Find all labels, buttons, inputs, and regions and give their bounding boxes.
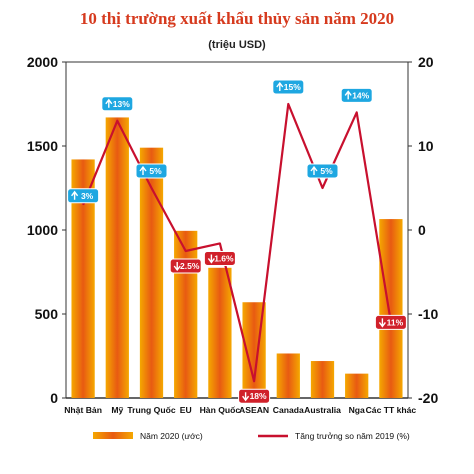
arrow-up-icon xyxy=(276,81,284,91)
growth-badge: 5% xyxy=(306,163,339,179)
category-label: Mỹ xyxy=(111,405,123,415)
arrow-down-icon xyxy=(242,392,250,402)
left-tick-label: 500 xyxy=(35,306,59,322)
bar xyxy=(105,117,129,398)
bar xyxy=(174,230,198,398)
left-tick-label: 1000 xyxy=(27,222,58,238)
badge-label: 5% xyxy=(149,166,162,176)
category-label: ASEAN xyxy=(239,405,269,415)
arrow-down-icon xyxy=(207,254,215,264)
legend-line-label: Tăng trưởng so năm 2019 (%) xyxy=(295,431,410,441)
arrow-up-icon xyxy=(344,90,352,100)
badge-label: 3% xyxy=(81,191,94,201)
category-label: Các TT khác xyxy=(366,405,417,415)
growth-badge: 1.6% xyxy=(203,250,236,266)
growth-badge: 15% xyxy=(272,79,305,95)
right-tick-label: -20 xyxy=(418,390,438,406)
badge-label: 5% xyxy=(320,166,333,176)
growth-badge: 14% xyxy=(340,87,373,103)
line-series xyxy=(82,102,392,383)
badge-label: 15% xyxy=(284,82,301,92)
left-tick-label: 0 xyxy=(50,390,58,406)
right-tick-label: 20 xyxy=(418,54,434,70)
category-label: Trung Quốc xyxy=(127,405,175,415)
bar xyxy=(71,159,95,398)
bar xyxy=(139,147,164,398)
badge-label: 18% xyxy=(250,391,267,401)
right-axis-ticks: -20 -10 0 10 20 xyxy=(408,54,438,406)
bar xyxy=(379,219,403,398)
bar xyxy=(310,361,335,398)
category-label: EU xyxy=(180,405,192,415)
badge-label: 2.5% xyxy=(180,261,200,271)
growth-badge: 13% xyxy=(101,96,134,112)
chart-subtitle: (triệu USD) xyxy=(208,39,266,51)
badge-label: 11% xyxy=(387,317,404,327)
left-axis-ticks: 0 500 1000 1500 2000 xyxy=(27,54,66,406)
arrow-up-icon xyxy=(71,190,79,200)
category-label: Nhật Bản xyxy=(64,405,102,415)
legend-bar-label: Năm 2020 (ước) xyxy=(140,431,203,441)
legend-bar-swatch xyxy=(93,432,133,439)
right-tick-label: 0 xyxy=(418,222,426,238)
chart-title: 10 thị trường xuất khẩu thủy sản năm 202… xyxy=(80,9,394,28)
growth-badges: 3% 13% 5% 2.5% 1.6% 18% 15% 5% 14% 11% xyxy=(67,79,407,404)
arrow-down-icon xyxy=(173,262,181,272)
bar xyxy=(276,353,300,398)
growth-line xyxy=(82,102,392,383)
category-label: Hàn Quốc xyxy=(200,405,241,415)
arrow-up-icon xyxy=(310,165,318,175)
badge-label: 1.6% xyxy=(214,253,234,263)
right-tick-label: 10 xyxy=(418,138,434,154)
arrow-up-icon xyxy=(139,165,147,175)
category-label: Canada xyxy=(273,405,304,415)
category-label: Australia xyxy=(304,405,341,415)
growth-badge: 3% xyxy=(67,188,100,204)
bar xyxy=(208,267,232,398)
bar xyxy=(345,373,369,398)
growth-badge: 2.5% xyxy=(169,258,202,274)
bar-series xyxy=(71,117,403,398)
left-tick-label: 2000 xyxy=(27,54,58,70)
arrow-down-icon xyxy=(378,318,386,328)
badge-label: 14% xyxy=(352,90,369,100)
growth-badge: 5% xyxy=(135,163,168,179)
right-tick-label: -10 xyxy=(418,306,438,322)
growth-badge: 11% xyxy=(374,314,407,330)
arrow-up-icon xyxy=(105,98,113,108)
legend: Năm 2020 (ước) Tăng trưởng so năm 2019 (… xyxy=(93,431,410,441)
growth-badge: 18% xyxy=(238,388,271,404)
left-tick-label: 1500 xyxy=(27,138,58,154)
badge-label: 13% xyxy=(113,99,130,109)
category-label: Nga xyxy=(349,405,365,415)
